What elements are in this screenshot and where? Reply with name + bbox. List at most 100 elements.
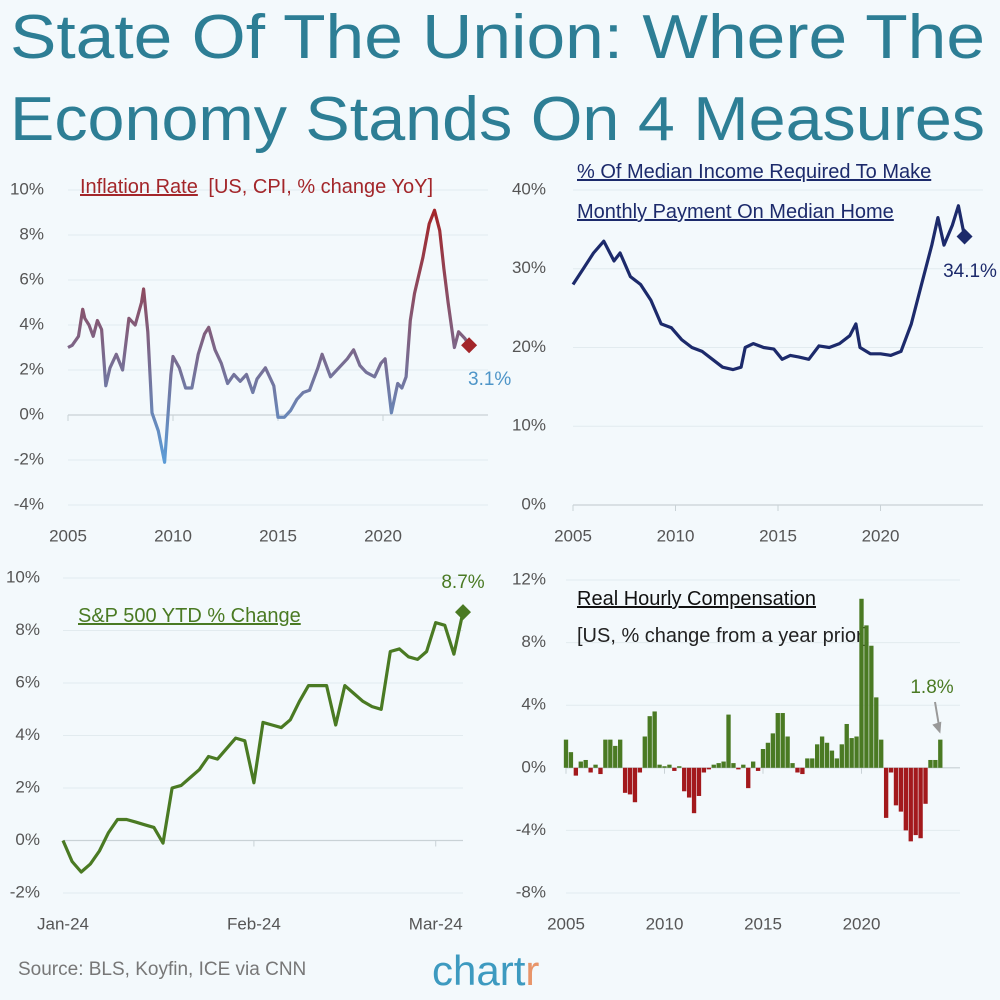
bar: [849, 738, 854, 768]
y-tick-label: 20%: [512, 337, 546, 356]
bar: [642, 736, 647, 768]
bar: [765, 742, 771, 768]
x-tick-label: 2010: [154, 526, 192, 545]
bar: [578, 761, 583, 768]
x-tick-label: 2020: [862, 526, 900, 545]
bar: [716, 763, 721, 768]
bar: [869, 645, 874, 768]
arrow-head: [932, 721, 942, 734]
y-tick-label: 4%: [15, 725, 40, 744]
y-tick-label: 0%: [19, 404, 44, 423]
y-tick-label: 8%: [19, 224, 44, 243]
y-tick-label: 8%: [521, 632, 546, 651]
bar: [721, 761, 726, 768]
y-tick-label: 4%: [521, 695, 546, 714]
bar: [770, 733, 776, 768]
bar: [874, 697, 879, 768]
end-marker: [455, 604, 471, 621]
y-tick-label: 40%: [512, 179, 546, 198]
bar: [795, 767, 800, 773]
x-tick-label: Mar-24: [409, 914, 463, 933]
bar: [706, 767, 711, 770]
x-tick-label: 2010: [657, 526, 695, 545]
bar: [573, 767, 579, 776]
x-tick-label: 2020: [843, 914, 881, 933]
bar: [928, 759, 933, 768]
bar: [657, 764, 662, 768]
bar: [677, 766, 682, 768]
y-tick-label: -4%: [516, 820, 546, 839]
x-tick-label: 2005: [547, 914, 585, 933]
bar: [622, 767, 628, 793]
y-tick-label: 0%: [15, 830, 40, 849]
y-tick-label: 6%: [19, 269, 44, 288]
chart-title-text: Real Hourly Compensation: [577, 588, 816, 610]
bar: [785, 736, 790, 768]
bar: [859, 598, 864, 768]
bar: [879, 739, 884, 768]
bar: [908, 767, 913, 842]
bar: [652, 711, 657, 768]
bar: [893, 767, 899, 806]
bar: [918, 767, 923, 839]
logo-text: chart: [432, 947, 526, 994]
bar: [800, 767, 805, 775]
bar: [608, 739, 613, 768]
bar: [750, 761, 756, 768]
y-tick-label: 30%: [512, 258, 546, 277]
bar: [627, 767, 633, 795]
bar: [563, 739, 569, 768]
end-marker: [956, 228, 973, 245]
bar: [662, 766, 667, 768]
line: [61, 611, 465, 874]
line: [571, 204, 967, 372]
y-tick-label: -4%: [14, 494, 44, 513]
bar: [711, 764, 716, 768]
value-label: 34.1%: [943, 261, 997, 282]
bar: [588, 767, 593, 773]
bar: [810, 758, 815, 768]
y-tick-label: -2%: [14, 449, 44, 468]
bar: [780, 713, 785, 768]
end-marker: [461, 337, 478, 354]
bar: [834, 758, 840, 768]
y-tick-label: 2%: [15, 777, 40, 796]
x-tick-label: 2010: [646, 914, 684, 933]
value-label: 3.1%: [468, 369, 511, 390]
bar: [933, 759, 938, 768]
chart-title-text: Inflation Rate: [80, 176, 198, 198]
bar: [864, 625, 869, 768]
y-tick-label: 12%: [512, 569, 546, 588]
bar: [593, 764, 598, 768]
bar: [672, 767, 677, 771]
bar: [647, 716, 652, 768]
chart-title: % Of Median Income Required To Make: [577, 161, 931, 183]
y-tick-label: 2%: [19, 359, 44, 378]
bar: [883, 767, 889, 818]
bar: [755, 767, 761, 771]
y-tick-label: 6%: [15, 672, 40, 691]
bar: [731, 763, 736, 768]
bar: [903, 767, 908, 831]
bar: [632, 767, 638, 803]
logo-text: r: [525, 947, 539, 994]
bar: [691, 767, 697, 814]
bar: [686, 767, 692, 798]
x-tick-label: 2005: [49, 526, 87, 545]
bar: [603, 739, 608, 768]
y-tick-label: 10%: [6, 567, 40, 586]
bar: [819, 736, 825, 768]
bar: [815, 744, 820, 768]
bar: [746, 767, 751, 789]
bar: [613, 745, 618, 768]
chart-title: Real Hourly Compensation: [577, 588, 816, 610]
bar: [667, 764, 672, 768]
y-tick-label: 10%: [10, 179, 44, 198]
x-tick-label: 2015: [759, 526, 797, 545]
bar: [913, 767, 918, 836]
bar: [844, 723, 849, 768]
bar: [790, 763, 795, 768]
x-tick-label: Feb-24: [227, 914, 281, 933]
chart-title: Inflation Rate [US, CPI, % change YoY]: [80, 176, 433, 198]
